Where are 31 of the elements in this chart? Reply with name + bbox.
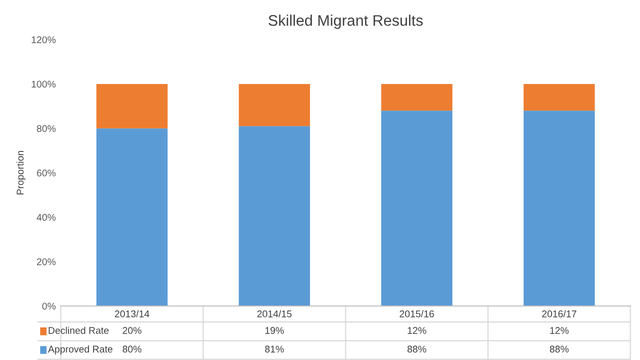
y-tick-label: 100% [32,80,56,88]
y-tick-label: 80% [36,125,56,132]
y-tick-label: 120% [32,36,56,44]
data-label: 88% [407,346,426,353]
y-tick-label: 20% [36,258,56,266]
data-label: 80% [122,346,142,353]
data-label: 88% [550,346,569,353]
bar [96,128,168,306]
x-tick-label: 2013/14 [114,310,150,318]
y-tick-label: 40% [36,214,56,221]
bar [524,84,595,111]
chart-title: Skilled Migrant Results [268,14,423,29]
data-label: 20% [122,327,142,334]
x-tick-label: 2016/17 [542,310,576,318]
data-label: 81% [265,346,284,353]
data-label: 19% [265,327,284,334]
bar [238,84,310,126]
bar [381,110,452,306]
y-tick-label: 0% [42,302,56,310]
y-tick-label: 60% [36,170,56,176]
y-axis-title: Proportion [16,151,26,194]
x-tick-label: 2015/16 [400,310,434,318]
bar [238,126,310,306]
legend-label: Declined Rate [48,326,109,334]
bar [96,84,168,128]
bar [524,110,595,306]
data-label: 12% [550,327,569,334]
legend-label: Approved Rate [48,345,112,354]
data-label: 12% [408,327,426,334]
x-tick-label: 2014/15 [257,310,292,318]
bar [381,84,452,111]
